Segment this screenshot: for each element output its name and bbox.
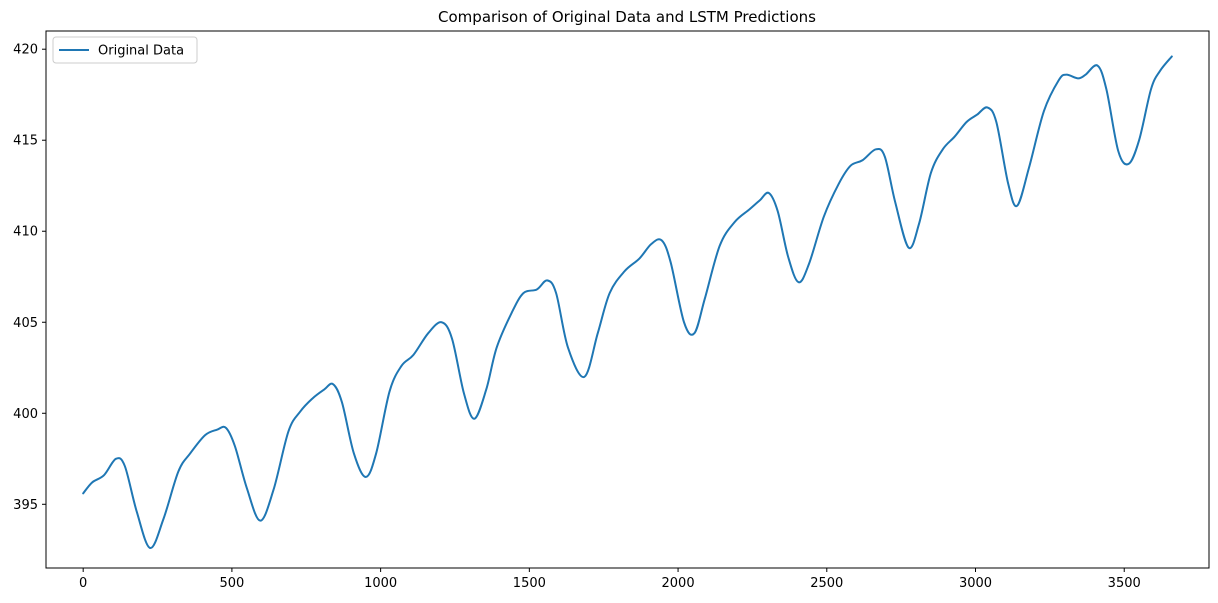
series-layer — [82, 55, 1173, 549]
x-tick-label: 2500 — [810, 576, 843, 591]
y-tick-label: 395 — [13, 498, 38, 513]
legend-box — [52, 36, 198, 64]
y-axis: 395 400 405 410 415 420 — [13, 43, 46, 513]
y-tick-label: 415 — [13, 134, 38, 149]
x-tick-label: 3500 — [1108, 576, 1141, 591]
plot-area-frame — [45, 30, 1210, 569]
x-tick-label: 0 — [79, 576, 87, 591]
y-tick-label: 405 — [13, 316, 38, 331]
legend: Original Data — [52, 36, 198, 64]
y-tick-label: 410 — [13, 225, 38, 240]
y-tick-label: 400 — [13, 407, 38, 422]
legend-label-original-data: Original Data — [98, 44, 184, 59]
x-tick-label: 2000 — [662, 576, 695, 591]
x-tick-label: 1500 — [513, 576, 546, 591]
chart-title: Comparison of Original Data and LSTM Pre… — [438, 8, 816, 26]
x-axis: 0 500 1000 1500 2000 2500 3000 3500 — [79, 568, 1141, 591]
x-tick-label: 500 — [219, 576, 244, 591]
y-tick-label: 420 — [13, 43, 38, 58]
x-tick-label: 1000 — [364, 576, 397, 591]
series-line-original-data — [82, 55, 1173, 549]
x-tick-label: 3000 — [959, 576, 992, 591]
